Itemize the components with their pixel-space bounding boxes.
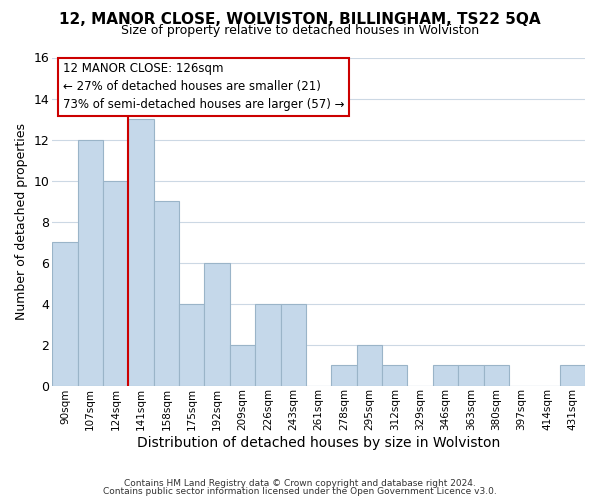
- Bar: [433, 365, 458, 386]
- Bar: [154, 201, 179, 386]
- Bar: [382, 365, 407, 386]
- Bar: [128, 119, 154, 386]
- X-axis label: Distribution of detached houses by size in Wolviston: Distribution of detached houses by size …: [137, 436, 500, 450]
- Bar: [458, 365, 484, 386]
- Bar: [103, 180, 128, 386]
- Bar: [356, 344, 382, 386]
- Text: Size of property relative to detached houses in Wolviston: Size of property relative to detached ho…: [121, 24, 479, 37]
- Bar: [205, 262, 230, 386]
- Bar: [52, 242, 77, 386]
- Bar: [484, 365, 509, 386]
- Text: 12 MANOR CLOSE: 126sqm
← 27% of detached houses are smaller (21)
73% of semi-det: 12 MANOR CLOSE: 126sqm ← 27% of detached…: [63, 62, 344, 112]
- Bar: [560, 365, 585, 386]
- Bar: [255, 304, 281, 386]
- Bar: [281, 304, 306, 386]
- Y-axis label: Number of detached properties: Number of detached properties: [15, 123, 28, 320]
- Text: 12, MANOR CLOSE, WOLVISTON, BILLINGHAM, TS22 5QA: 12, MANOR CLOSE, WOLVISTON, BILLINGHAM, …: [59, 12, 541, 28]
- Bar: [179, 304, 205, 386]
- Bar: [331, 365, 356, 386]
- Text: Contains public sector information licensed under the Open Government Licence v3: Contains public sector information licen…: [103, 487, 497, 496]
- Bar: [230, 344, 255, 386]
- Bar: [77, 140, 103, 386]
- Text: Contains HM Land Registry data © Crown copyright and database right 2024.: Contains HM Land Registry data © Crown c…: [124, 478, 476, 488]
